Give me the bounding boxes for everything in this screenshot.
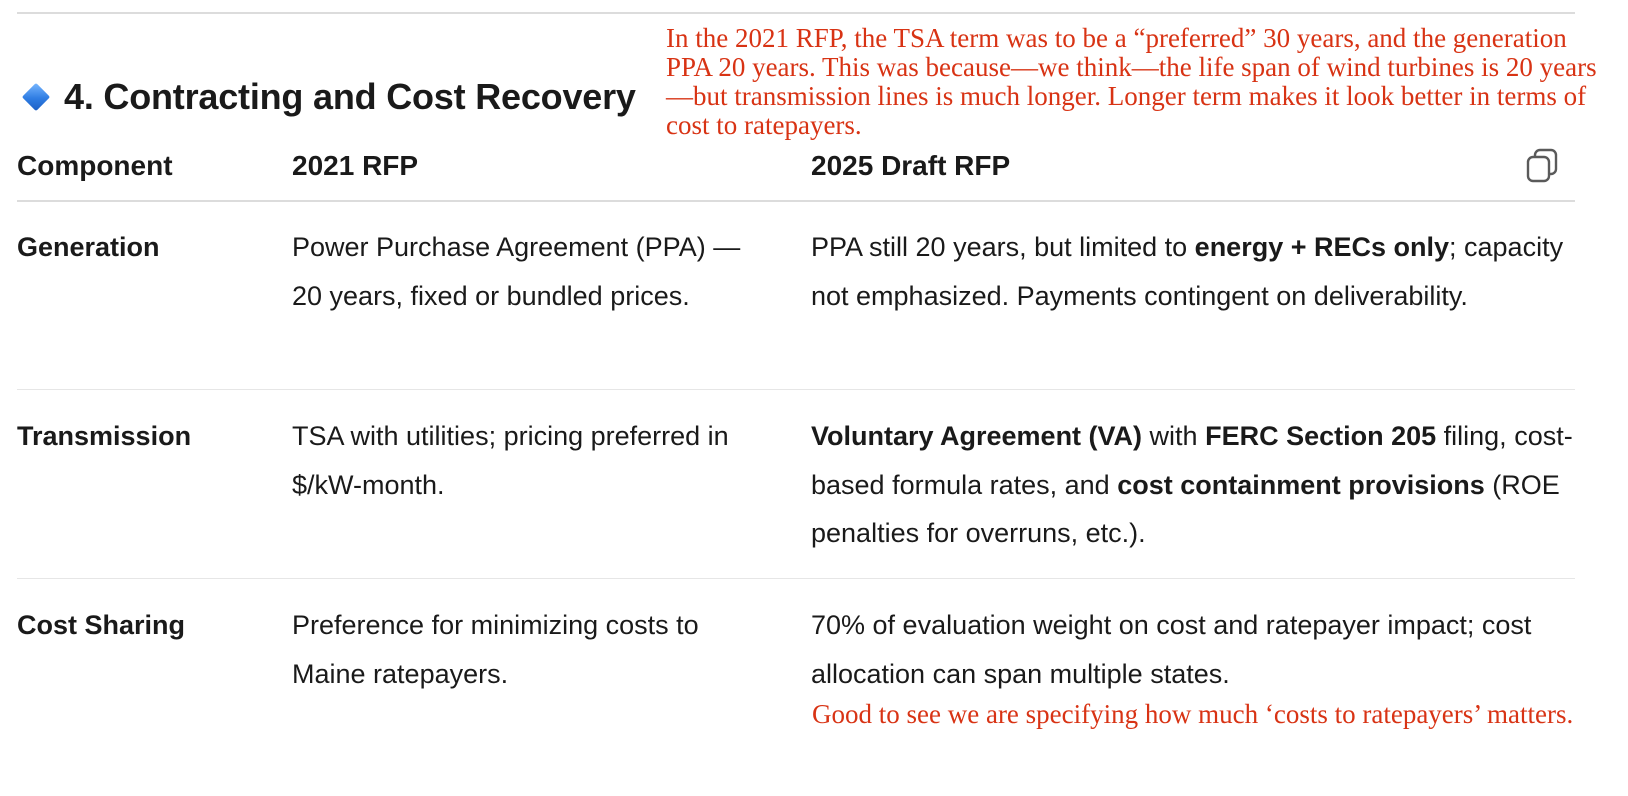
row-generation-label: Generation <box>17 232 160 262</box>
annotation-top: In the 2021 RFP, the TSA term was to be … <box>666 23 1597 140</box>
row-divider <box>17 578 1575 579</box>
row-cost-sharing-label: Cost Sharing <box>17 610 186 640</box>
header-divider <box>17 200 1575 202</box>
header-2021-rfp: 2021 RFP <box>292 150 419 181</box>
section-title: 4. Contracting and Cost Recovery <box>64 76 636 117</box>
row-cost-sharing-2021: Preference for minimizing costs to Maine… <box>292 610 699 689</box>
top-divider <box>17 12 1575 14</box>
copy-icon[interactable] <box>1525 148 1559 184</box>
header-2025-draft-rfp: 2025 Draft RFP <box>811 150 1011 181</box>
row-divider <box>17 389 1575 390</box>
row-transmission-label: Transmission <box>17 421 192 451</box>
header-component: Component <box>17 150 173 181</box>
row-generation-2025: PPA still 20 years, but limited to energ… <box>811 232 1564 311</box>
section-heading: 4. Contracting and Cost Recovery <box>20 76 636 118</box>
row-generation-2021: Power Purchase Agreement (PPA) — 20 year… <box>292 232 741 311</box>
row-cost-sharing-2025: 70% of evaluation weight on cost and rat… <box>811 610 1532 689</box>
row-transmission-2025: Voluntary Agreement (VA) with FERC Secti… <box>811 421 1573 548</box>
annotation-bottom: Good to see we are specifying how much ‘… <box>812 699 1574 729</box>
row-transmission-2021: TSA with utilities; pricing preferred in… <box>292 421 729 500</box>
blue-diamond-icon <box>21 82 51 112</box>
